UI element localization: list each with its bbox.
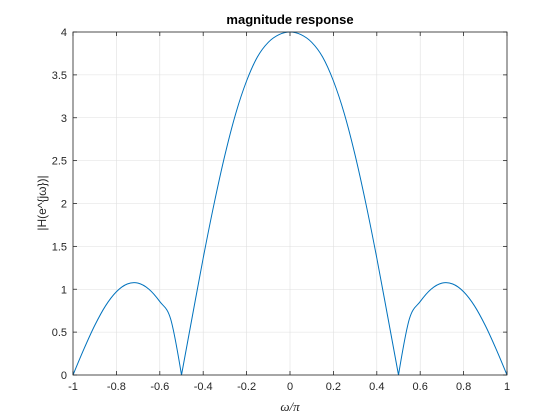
y-tick-label: 3 bbox=[61, 113, 67, 125]
x-tick-label: 0.2 bbox=[326, 381, 341, 393]
y-tick-label: 1.5 bbox=[52, 241, 67, 253]
y-tick-label: 3.5 bbox=[52, 70, 67, 82]
tick-labels: -1 -0.8 -0.6 -0.4 -0.2 0 0.2 0.4 0.6 0.8 1 0 0.5 1 1.5… bbox=[52, 27, 510, 393]
x-axis-label: ω/π bbox=[280, 399, 300, 414]
x-tick-label: -0.4 bbox=[194, 381, 213, 393]
y-axis-label: |H(e^{jω})| bbox=[35, 175, 49, 230]
y-tick-label: 0 bbox=[61, 370, 67, 382]
x-tick-label: -0.6 bbox=[150, 381, 169, 393]
y-tick-label: 2 bbox=[61, 199, 67, 211]
x-tick-label: -0.2 bbox=[237, 381, 256, 393]
y-tick-label: 0.5 bbox=[52, 327, 67, 339]
x-tick-label: 1 bbox=[504, 381, 510, 393]
chart-title: magnitude response bbox=[226, 12, 353, 27]
y-tick-label: 1 bbox=[61, 284, 67, 296]
tick-marks bbox=[72, 31, 508, 376]
y-tick-label: 2.5 bbox=[52, 156, 67, 168]
x-tick-label: 0.6 bbox=[413, 381, 428, 393]
y-tick-label: 4 bbox=[61, 27, 67, 39]
x-tick-label: -0.8 bbox=[107, 381, 126, 393]
x-tick-label: 0 bbox=[287, 381, 293, 393]
x-tick-label: 0.4 bbox=[369, 381, 384, 393]
x-tick-label: 0.8 bbox=[456, 381, 471, 393]
x-tick-label: -1 bbox=[68, 381, 78, 393]
